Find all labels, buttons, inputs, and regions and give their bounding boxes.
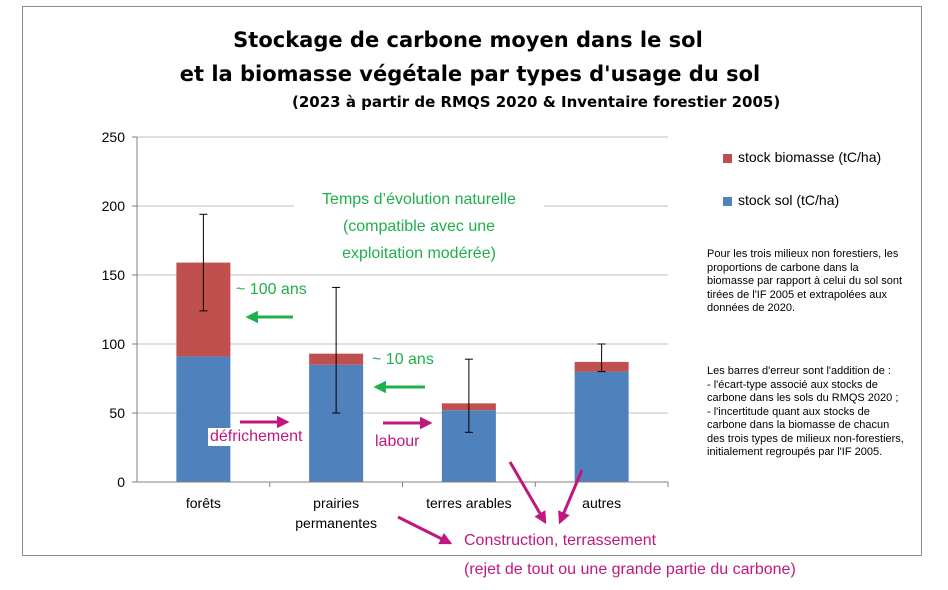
chart-subtitle: (2023 à partir de RMQS 2020 & Inventaire… (292, 93, 781, 111)
bar-soil-0 (176, 356, 231, 482)
legend-swatch-soil (723, 197, 732, 206)
x-category-label: terres arables (426, 495, 512, 511)
ten-years-label: ~ 10 ans (372, 351, 434, 368)
y-tick-label: 50 (109, 405, 125, 421)
chart-title-line2: et la biomasse végétale par types d'usag… (179, 62, 761, 86)
methodology-note-2: Les barres d'erreur sont l'addition de :… (707, 365, 904, 458)
legend-label-soil: stock sol (tC/ha) (738, 192, 840, 208)
legend-label-biomass: stock biomasse (tC/ha) (738, 149, 882, 165)
x-category-label: autres (582, 495, 621, 511)
arrow-construction-from-grassland (397, 515, 453, 545)
construction-label: Construction, terrassement (464, 532, 657, 549)
y-tick-label: 200 (102, 198, 126, 214)
y-tick-label: 100 (102, 336, 126, 352)
clearing-label: défrichement (208, 428, 305, 446)
x-category-label: forêts (186, 495, 221, 511)
bar-soil-3 (574, 371, 629, 482)
arrow-construction-from-arable (508, 461, 547, 525)
hundred-years-label: ~ 100 ans (236, 281, 307, 298)
methodology-note-1: Pour les trois milieux non forestiers, l… (707, 248, 903, 314)
y-tick-label: 0 (117, 474, 125, 490)
legend-swatch-biomass (723, 154, 732, 163)
x-category-label: prairies (313, 495, 359, 511)
arrow-construction-from-other (558, 469, 584, 525)
x-category-label: permanentes (295, 515, 377, 531)
y-tick-label: 250 (102, 129, 126, 145)
chart-title-line1: Stockage de carbone moyen dans le sol (233, 28, 703, 52)
natural-time-annotation: Temps d’évolution naturelle (compatible … (294, 186, 544, 267)
tillage-label: labour (373, 433, 422, 451)
construction-note: (rejet de tout ou une grande partie du c… (464, 561, 796, 578)
y-tick-label: 150 (102, 267, 126, 283)
